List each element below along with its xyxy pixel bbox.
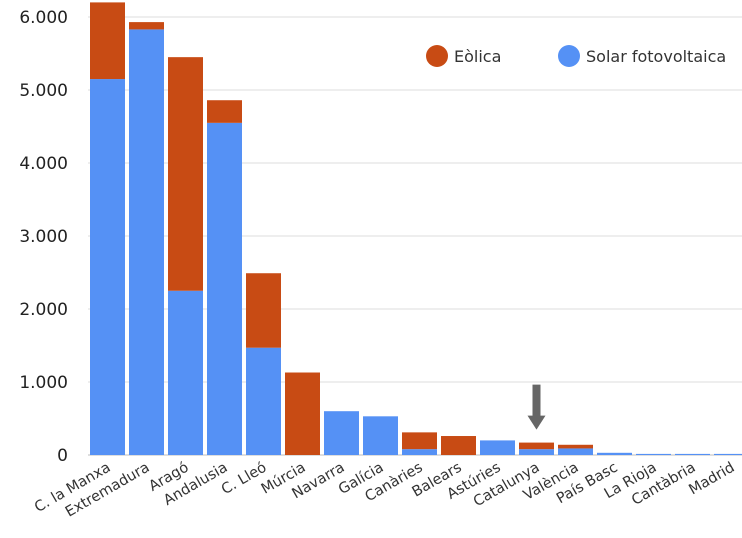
legend: Eòlica Solar fotovoltaica bbox=[426, 45, 726, 67]
legend-label: Solar fotovoltaica bbox=[586, 47, 726, 66]
legend-swatch bbox=[558, 45, 580, 67]
bar-segment bbox=[558, 444, 593, 449]
legend-swatch bbox=[426, 45, 448, 67]
y-tick-label: 1.000 bbox=[19, 373, 68, 393]
bar-segment bbox=[207, 100, 242, 123]
annotations bbox=[527, 384, 546, 430]
legend-label: Eòlica bbox=[454, 47, 501, 66]
y-tick-label: 6.000 bbox=[19, 8, 68, 28]
bars bbox=[90, 2, 742, 456]
bar-segment bbox=[480, 440, 515, 455]
y-tick-label: 3.000 bbox=[19, 227, 68, 247]
bar-segment bbox=[636, 453, 671, 455]
bar-segment bbox=[402, 432, 437, 450]
bar-segment bbox=[714, 453, 742, 455]
bar-segment bbox=[129, 22, 164, 30]
y-tick-label: 4.000 bbox=[19, 154, 68, 174]
bar-segment bbox=[207, 122, 242, 455]
bar-segment bbox=[285, 372, 320, 455]
bar-segment bbox=[675, 453, 710, 455]
bar-segment bbox=[519, 442, 554, 450]
y-tick-label: 5.000 bbox=[19, 81, 68, 101]
bar-segment bbox=[246, 347, 281, 455]
bar-segment bbox=[363, 416, 398, 455]
bar-segment bbox=[129, 29, 164, 455]
bar-segment bbox=[558, 448, 593, 455]
bar-segment bbox=[402, 449, 437, 455]
y-tick-label: 0 bbox=[57, 446, 68, 466]
arrow-down-icon bbox=[527, 384, 546, 430]
x-tick-label: Madrid bbox=[686, 460, 737, 499]
y-axis-ticks: 0 1.000 2.000 3.000 4.000 5.000 6.000 bbox=[19, 8, 68, 466]
bar-segment bbox=[441, 436, 476, 455]
bar-segment bbox=[90, 79, 125, 456]
bar-segment bbox=[519, 449, 554, 455]
x-tick-label: C. Lleó bbox=[219, 460, 270, 499]
bar-segment bbox=[246, 273, 281, 348]
bar-segment bbox=[90, 2, 125, 80]
bar-segment bbox=[168, 57, 203, 291]
bar-segment bbox=[324, 411, 359, 455]
bar-segment bbox=[168, 290, 203, 455]
bar-segment bbox=[597, 452, 632, 455]
y-tick-label: 2.000 bbox=[19, 300, 68, 320]
